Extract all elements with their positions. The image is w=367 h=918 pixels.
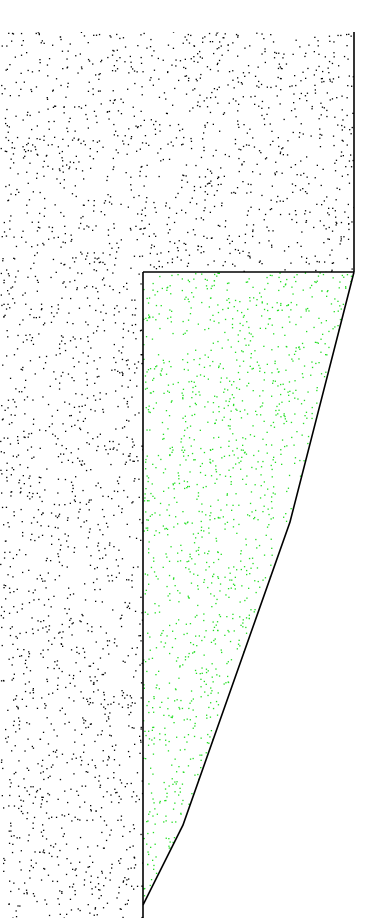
soil-stipple-region (0, 32, 354, 918)
diagram-outline (142, 32, 355, 918)
wedge-stipple-region (143, 272, 354, 905)
wedge-slanted-boundary (142, 271, 355, 906)
